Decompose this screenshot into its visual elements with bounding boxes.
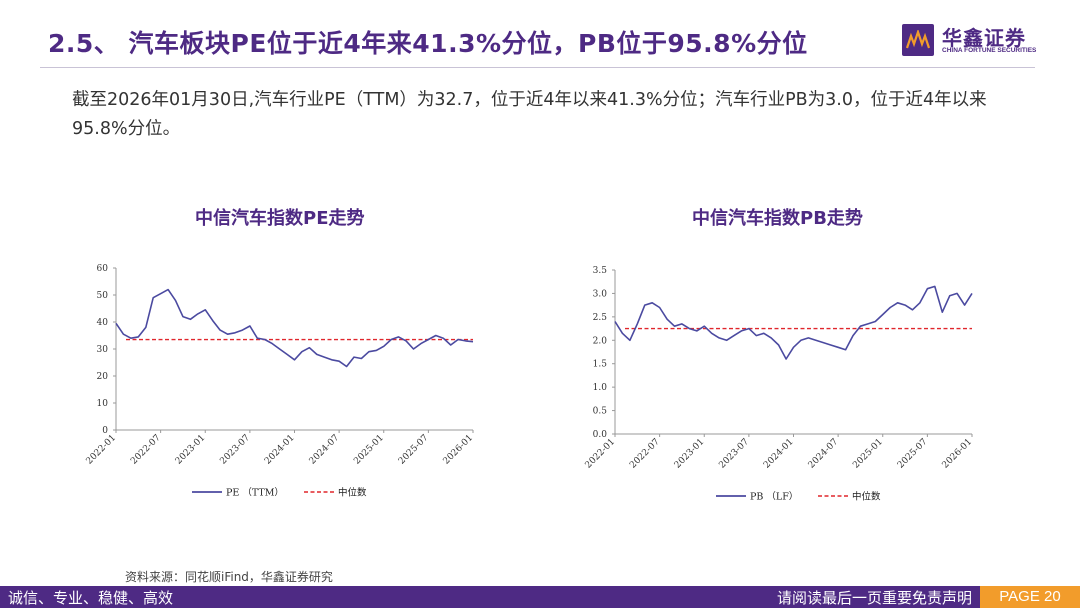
pb-x-tick-label: 2022-07 — [628, 437, 662, 471]
pe-y-tick-label: 50 — [97, 291, 109, 301]
pb-y-tick-label: 0.5 — [593, 407, 608, 417]
pe-x-tick-label: 2023-01 — [174, 433, 208, 467]
pb-x-tick-label: 2026-01 — [941, 437, 975, 471]
pb-y-tick-label: 0.0 — [593, 430, 608, 440]
pe-legend-label-series: PE （TTM） — [226, 487, 284, 499]
pb-x-tick-label: 2025-01 — [851, 437, 885, 471]
header-divider — [40, 67, 1035, 68]
pb-x-tick-label: 2022-01 — [584, 437, 618, 471]
pe-x-tick-label: 2025-01 — [352, 433, 386, 467]
footer-disclaimer: 请阅读最后一页重要免责声明 — [776, 589, 972, 607]
pb-y-tick-label: 3.5 — [593, 266, 608, 276]
logo-mark-icon — [902, 24, 934, 56]
pb-y-tick-label: 1.5 — [593, 360, 608, 370]
pe-chart: 0 10 20 30 40 50 60 2022-01 2022-07 2023-01 2023-0… — [85, 264, 476, 499]
pe-series-line — [115, 288, 474, 368]
pe-y-tick-label: 0 — [102, 426, 108, 436]
pb-y-tick-label: 2.0 — [593, 336, 608, 346]
pb-x-tick-label: 2023-07 — [717, 437, 751, 471]
pe-x-tick-label: 2022-01 — [85, 433, 119, 467]
pb-legend-label-median: 中位数 — [852, 491, 881, 503]
pe-y-tick-label: 60 — [97, 264, 109, 274]
pb-chart-title: 中信汽车指数PB走势 — [692, 208, 863, 229]
pe-x-tick-label: 2024-07 — [308, 433, 342, 467]
footer-motto: 诚信、专业、稳健、高效 — [8, 589, 174, 607]
pe-x-tick-label: 2023-07 — [218, 433, 252, 467]
logo-text-cn: 华鑫证券 — [942, 26, 1026, 50]
pe-x-tick-label: 2025-07 — [397, 433, 431, 467]
page-title: 2.5、 汽车板块PE位于近4年来41.3%分位，PB位于95.8%分位 — [48, 29, 808, 58]
pb-series-line — [614, 285, 973, 360]
pe-x-tick-label: 2024-01 — [263, 433, 297, 467]
footer-bar: 诚信、专业、稳健、高效 请阅读最后一页重要免责声明 PAGE 20 — [0, 586, 1080, 608]
pb-x-tick-label: 2024-01 — [762, 437, 796, 471]
pe-x-tick-label: 2022-07 — [129, 433, 163, 467]
brand-logo: 华鑫证券 CHINA FORTUNE SECURITIES — [902, 22, 1042, 58]
pe-chart-title: 中信汽车指数PE走势 — [195, 208, 365, 229]
logo-text-en: CHINA FORTUNE SECURITIES — [942, 47, 1037, 54]
pb-y-tick-label: 3.0 — [593, 289, 608, 299]
pe-y-tick-label: 30 — [97, 345, 109, 355]
pe-y-tick-label: 40 — [97, 318, 109, 328]
pe-y-tick-label: 10 — [97, 399, 109, 409]
pe-y-tick-label: 20 — [97, 372, 109, 382]
source-note: 资料来源：同花顺iFind，华鑫证券研究 — [125, 570, 333, 584]
pe-x-tick-label: 2026-01 — [442, 433, 476, 467]
summary-text: 截至2026年01月30日,汽车行业PE（TTM）为32.7，位于近4年以来41… — [72, 90, 987, 139]
pb-y-tick-label: 1.0 — [593, 383, 608, 393]
pb-y-tick-label: 2.5 — [593, 313, 608, 323]
pb-x-tick-label: 2024-07 — [807, 437, 841, 471]
pb-legend-label-series: PB （LF） — [750, 491, 798, 503]
pb-x-tick-label: 2025-07 — [896, 437, 930, 471]
pb-chart: 0.0 0.5 1.0 1.5 2.0 2.5 3.0 3.5 2022-01 2022-07 20… — [584, 266, 975, 503]
pe-legend-label-median: 中位数 — [338, 487, 367, 499]
page-number: PAGE 20 — [980, 586, 1080, 608]
pb-x-tick-label: 2023-01 — [673, 437, 707, 471]
